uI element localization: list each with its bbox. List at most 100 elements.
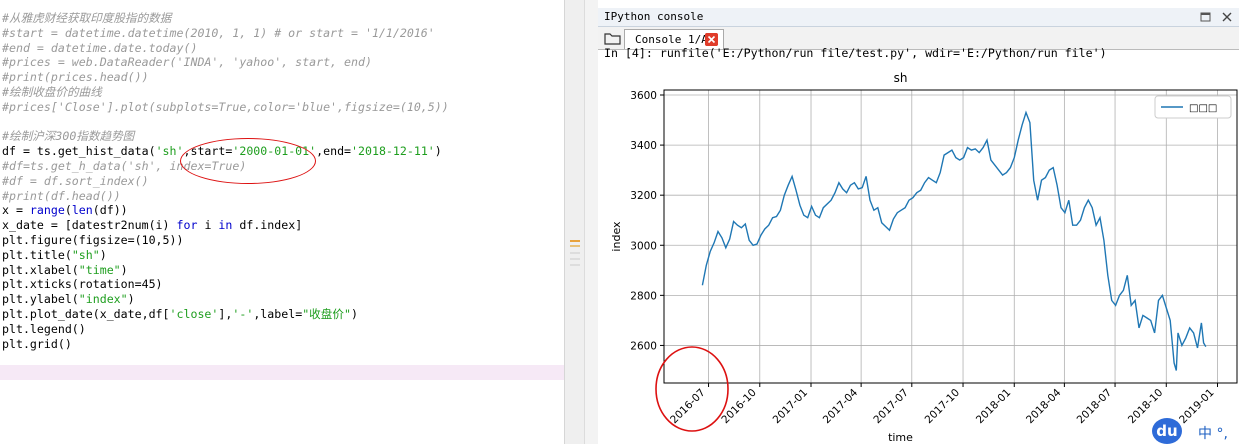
code-token: #从雅虎财经获取印度股指的数据 — [2, 11, 172, 25]
ipython-console-pane: IPython console Console 1/A In [4]: runf… — [598, 0, 1239, 444]
overview-marker — [570, 245, 580, 247]
code-line[interactable]: #prices = web.DataReader('INDA', 'yahoo'… — [2, 55, 372, 70]
code-token: plt.figure(figsize=(10,5)) — [2, 233, 184, 247]
code-editor[interactable]: #从雅虎财经获取印度股指的数据 #start = datetime.datetim… — [0, 0, 564, 444]
code-token: x_date = [datestr2num(i) — [2, 218, 177, 233]
code-line[interactable]: #print(df.head()) — [2, 189, 121, 204]
code-line[interactable]: #start = datetime.datetime(2010, 1, 1) #… — [2, 26, 435, 41]
x-tick-label: 2017-04 — [821, 386, 861, 426]
chart-title: sh — [894, 71, 908, 85]
code-token: plt.xlabel( — [2, 262, 79, 277]
code-token: plt.title( — [2, 247, 72, 262]
undock-icon[interactable] — [1198, 10, 1214, 24]
code-line[interactable]: plt.xlabel("time") — [2, 263, 128, 278]
console-pane-title-bar: IPython console — [598, 8, 1239, 27]
code-token: ], — [218, 307, 233, 321]
code-token: for — [176, 218, 198, 233]
plot-figure: 2600 2800 3000 3200 3400 3600 2016-07 2016-10 20… — [598, 62, 1239, 448]
code-token: plt.xticks(rotation=45) — [2, 277, 163, 292]
code-line[interactable]: plt.xticks(rotation=45) — [2, 277, 163, 292]
code-line[interactable]: #print(prices.head()) — [2, 70, 149, 85]
code-line[interactable]: plt.legend() — [2, 322, 86, 337]
tick-annotation-ellipse — [655, 346, 729, 432]
code-line[interactable]: x_date = [datestr2num(i) for i in df.ind… — [2, 218, 302, 233]
code-token: #start = datetime.datetime(2010, 1, 1) #… — [2, 25, 435, 40]
console-input-line: In [4]: runfile('E:/Python/run file/test… — [604, 48, 1107, 60]
code-token: x = — [2, 203, 30, 218]
legend-label: □□□ — [1189, 103, 1217, 114]
x-tick-label: 2017-07 — [871, 387, 911, 427]
code-token: in — [218, 218, 233, 233]
code-token: range — [29, 203, 65, 218]
code-line[interactable]: #绘制沪深300指数趋势图 — [2, 129, 134, 144]
code-line[interactable]: plt.grid() — [2, 337, 72, 352]
code-token: ,label= — [253, 307, 303, 321]
series-line — [701, 110, 1207, 371]
x-tick-label: 2017-10 — [923, 387, 963, 427]
tab-close-icon[interactable] — [705, 33, 718, 46]
y-axis-label: index — [610, 221, 623, 252]
start-date-annotation-ellipse — [180, 138, 316, 184]
code-token: #prices = web.DataReader('INDA', 'yahoo'… — [2, 55, 372, 70]
baidu-ime-icon[interactable]: du — [1152, 418, 1182, 444]
code-line[interactable]: #df = df.sort_index() — [2, 174, 149, 189]
close-icon[interactable] — [1219, 10, 1235, 24]
x-tick-label: 2017-01 — [771, 387, 811, 427]
code-token: "time" — [78, 262, 121, 277]
code-line[interactable]: #从雅虎财经获取印度股指的数据 — [2, 11, 171, 26]
tab-console-1a[interactable]: Console 1/A — [624, 29, 724, 49]
code-token: ) — [127, 292, 135, 307]
code-line[interactable]: #绘制收盘价的曲线 — [2, 85, 102, 100]
code-line[interactable]: x = range(len(df)) — [2, 203, 128, 218]
code-token: ( — [64, 203, 72, 218]
code-line[interactable]: plt.figure(figsize=(10,5)) — [2, 233, 183, 248]
x-tick-label: 2018-04 — [1024, 386, 1064, 426]
code-token: #绘制沪深300指数趋势图 — [2, 129, 135, 144]
input-method-widget[interactable]: du 中 °, — [1152, 416, 1239, 444]
code-line[interactable]: plt.ylabel("index") — [2, 292, 135, 307]
x-tick-label: 2016-07 — [668, 387, 708, 427]
y-tick-label: 3000 — [630, 240, 657, 252]
code-token: #end = datetime.date.today() — [2, 40, 198, 55]
y-tick-label: 3600 — [630, 90, 657, 102]
code-token: 'close' — [169, 307, 219, 321]
ime-mode-text[interactable]: 中 °, — [1198, 426, 1228, 442]
code-token: ,end= — [316, 144, 352, 159]
code-token: i — [197, 218, 219, 233]
tab-console-label: Console 1/A — [635, 33, 708, 46]
code-line[interactable]: #prices['Close'].plot(subplots=True,colo… — [2, 100, 449, 115]
code-token: 'sh' — [155, 144, 184, 159]
code-token: '2018-12-11' — [351, 144, 435, 159]
x-tick-label: 2018-07 — [1075, 387, 1115, 427]
code-token: plt.ylabel( — [2, 292, 79, 307]
y-tick-label: 2800 — [630, 290, 657, 302]
code-token: #prices['Close'].plot(subplots=True,colo… — [2, 99, 449, 114]
current-line-highlight — [0, 365, 564, 380]
code-token: "sh" — [71, 247, 100, 262]
code-token: "index" — [78, 292, 128, 307]
code-token: plt.plot_date(x_date,df[ — [2, 307, 170, 321]
x-tick-label: 2018-01 — [974, 387, 1014, 427]
y-tick-label: 2600 — [630, 340, 657, 352]
code-token: ) — [350, 307, 358, 321]
console-pane-title: IPython console — [604, 10, 704, 23]
y-tick-label: 3200 — [630, 190, 657, 202]
code-token: #print(df.head()) — [2, 188, 121, 203]
code-token: ) — [434, 144, 442, 159]
code-token: "收盘价" — [302, 307, 351, 321]
console-tab-bar: Console 1/A — [598, 27, 1239, 50]
folder-icon[interactable] — [604, 31, 622, 46]
code-token: (df)) — [92, 203, 128, 218]
code-token: '-' — [232, 307, 254, 321]
editor-overview-ruler[interactable] — [564, 0, 585, 444]
code-token: #绘制收盘价的曲线 — [2, 85, 102, 99]
code-token: plt.grid() — [2, 336, 72, 351]
code-line[interactable]: plt.plot_date(x_date,df['close'],'-',lab… — [2, 307, 358, 322]
x-axis-label: time — [888, 431, 913, 444]
code-line[interactable]: plt.title("sh") — [2, 248, 107, 263]
code-token: ) — [99, 247, 107, 262]
code-token: df = ts.get_hist_data( — [2, 144, 156, 159]
code-line[interactable]: #end = datetime.date.today() — [2, 41, 197, 56]
overview-marker — [570, 258, 580, 260]
